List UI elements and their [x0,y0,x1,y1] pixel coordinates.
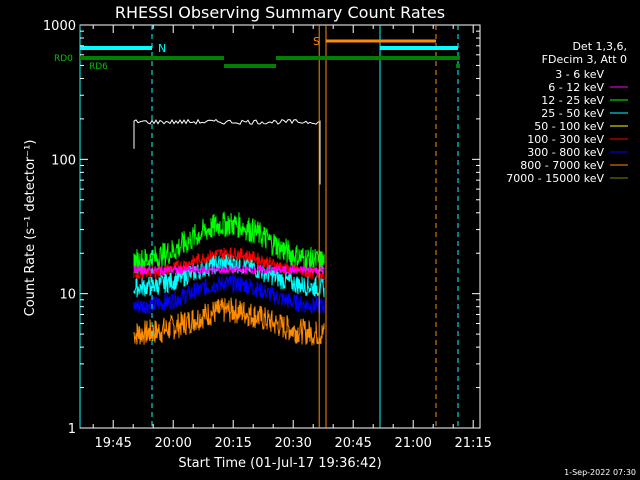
legend-entry-label: 50 - 100 keV [534,120,604,133]
plot-frame [79,24,481,429]
rd0-label: RD0 [54,54,73,64]
legend-entry-label: 800 - 7000 keV [520,159,604,172]
legend-header: FDecim 3, Att 0 [542,53,627,66]
x-tick-label: 21:15 [454,436,491,451]
footer-timestamp: 1-Sep-2022 07:30 [564,468,636,477]
night-label: N [158,42,166,55]
series-6-12-kev [133,264,325,277]
y-tick-label: 100 [51,153,76,168]
series-3-6-kev [133,118,321,185]
x-tick-label: 20:15 [214,436,251,451]
legend-entry-label: 100 - 300 keV [527,133,604,146]
y-tick-label: 10 [59,288,76,303]
legend-entry-label: 6 - 12 keV [548,81,604,94]
x-tick-label: 20:45 [334,436,371,451]
legend-entry-label: 300 - 800 keV [527,146,604,159]
chart-title: RHESSI Observing Summary Count Rates [115,3,445,22]
legend-entry-label: 25 - 50 keV [541,107,604,120]
legend-header: Det 1,3,6, [572,40,627,53]
saa-label: S [313,35,320,48]
series-25-50-kev [133,253,325,298]
legend-entry-label: 12 - 25 keV [541,94,604,107]
y-tick-label: 1 [68,422,76,437]
series-300-800-kev [133,274,325,315]
x-tick-label: 20:00 [154,436,191,451]
x-tick-label: 21:00 [394,436,431,451]
y-axis-label: Count Rate (s⁻¹ detector⁻¹) [23,140,38,317]
series-12-25-kev [133,211,325,275]
rd6-label: RD6 [89,62,108,72]
x-axis-label: Start Time (01-Jul-17 19:36:42) [178,456,381,471]
legend-entry-label: 3 - 6 keV [555,68,604,81]
series-800-7000-kev [133,297,325,346]
x-tick-label: 20:30 [274,436,311,451]
x-tick-label: 19:45 [94,436,131,451]
legend-entry-label: 7000 - 15000 keV [506,172,604,185]
y-tick-label: 1000 [43,19,76,34]
